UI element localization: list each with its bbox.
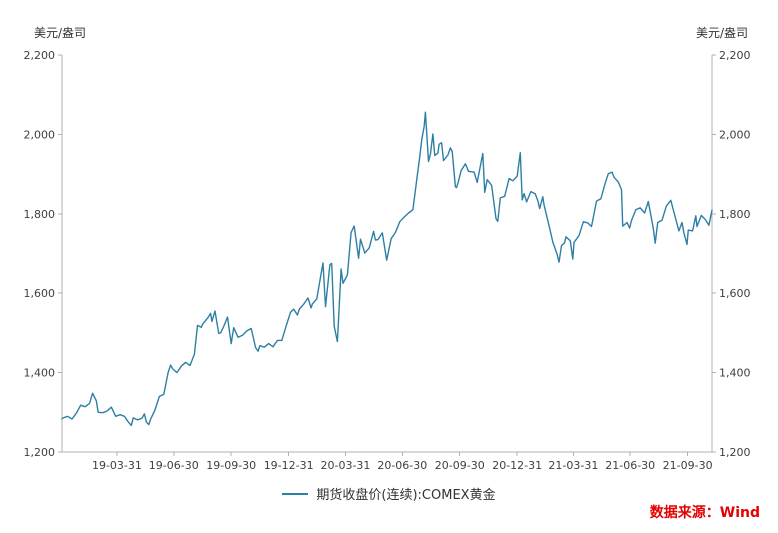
x-tick-label: 20-12-31	[492, 459, 542, 472]
y-tick-label-right: 1,800	[719, 208, 751, 221]
source-label: 数据来源：Wind	[649, 505, 760, 521]
x-tick-label: 20-06-30	[377, 459, 427, 472]
legend: 期货收盘价(连续):COMEX黄金	[0, 484, 778, 503]
y-tick-label-right: 1,400	[719, 367, 751, 380]
x-tick-label: 19-06-30	[149, 459, 199, 472]
line-chart: 1,200 1,200 1,400 1,400 1,600 1,600 1,800 1,800…	[24, 49, 751, 472]
y-tick-label-left: 1,600	[24, 287, 56, 300]
y-tick-label-left: 2,200	[24, 49, 56, 62]
x-tick-label: 20-03-31	[321, 459, 371, 472]
y-tick-label-left: 1,200	[24, 446, 56, 459]
y-tick-label-right: 1,200	[719, 446, 751, 459]
y-tick-label-left: 2,000	[24, 128, 56, 141]
legend-label: 期货收盘价(连续):COMEX黄金	[316, 488, 496, 503]
y-tick-label-right: 2,200	[719, 49, 751, 62]
y-axis-unit-left: 美元/盎司	[34, 26, 87, 40]
x-tick-label: 21-09-30	[663, 459, 713, 472]
x-tick-label: 21-03-31	[548, 459, 598, 472]
x-tick-label: 21-06-30	[605, 459, 655, 472]
x-tick-label: 19-03-31	[92, 459, 142, 472]
legend-line-marker-icon	[282, 492, 309, 495]
x-tick-label: 20-09-30	[435, 459, 485, 472]
x-tick-label: 19-09-30	[206, 459, 256, 472]
y-tick-label-left: 1,400	[24, 367, 56, 380]
price-line	[61, 111, 713, 427]
y-tick-label-left: 1,800	[24, 208, 56, 221]
y-tick-label-right: 2,000	[719, 128, 751, 141]
x-tick-label: 19-12-31	[264, 459, 314, 472]
y-tick-label-right: 1,600	[719, 287, 751, 300]
y-axis-unit-right: 美元/盎司	[695, 26, 748, 40]
